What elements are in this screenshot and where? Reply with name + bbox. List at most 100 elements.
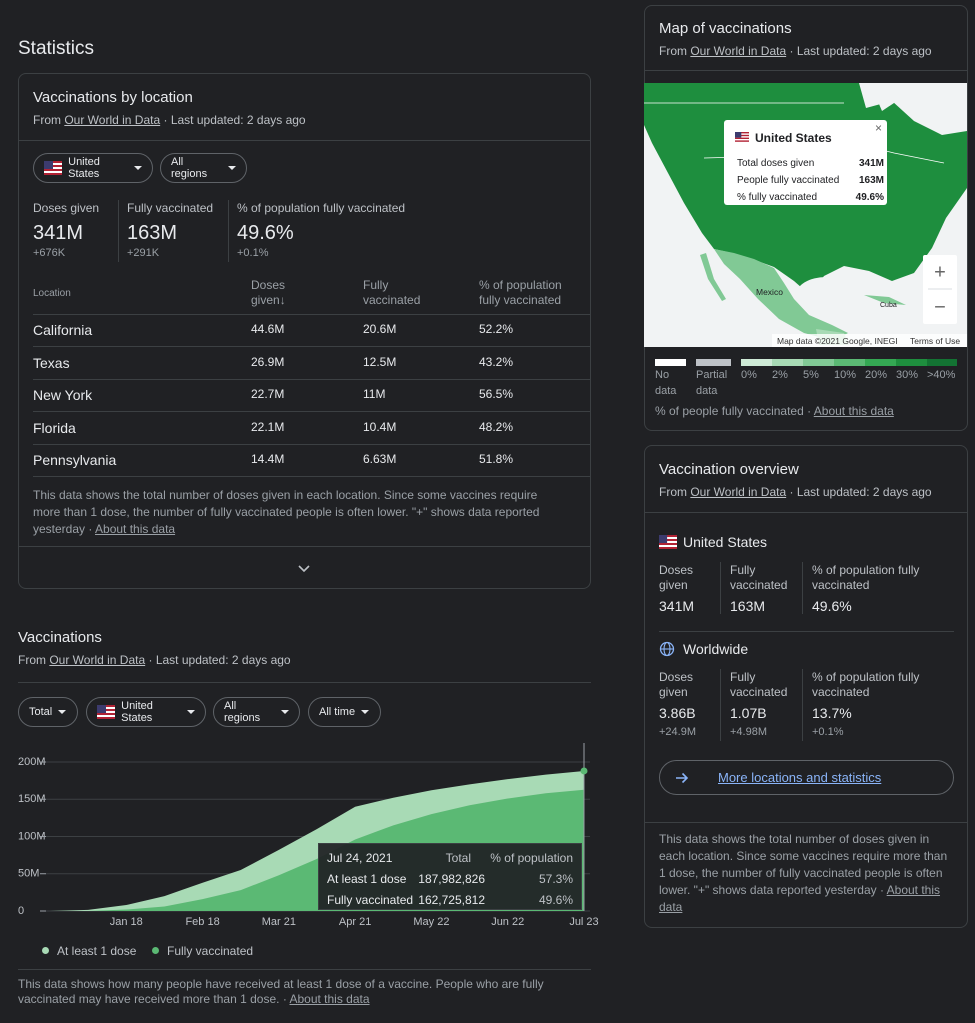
note: This data shows the total number of dose… xyxy=(659,831,949,916)
source-link[interactable]: Our World in Data xyxy=(49,653,146,667)
tooltip-value: 341M xyxy=(858,158,884,169)
cell: 56.5% xyxy=(479,387,514,402)
legend-label: 0% xyxy=(741,369,757,381)
legend-swatch xyxy=(896,359,927,366)
column-header: Fully vaccinated xyxy=(363,278,421,307)
tooltip-date: Jul 24, 2021 xyxy=(327,851,393,865)
tooltip-total: 162,725,812 xyxy=(418,893,485,907)
stat-value: 341M xyxy=(659,598,695,614)
legend-label: 5% xyxy=(803,369,819,381)
zoom-out[interactable]: − xyxy=(934,296,946,318)
divider xyxy=(645,822,967,823)
legend-swatch xyxy=(803,359,834,366)
stat-value: 49.6% xyxy=(812,598,852,614)
attribution: Map data ©2021 Google, INEGI xyxy=(777,336,898,346)
stat-change: +676K xyxy=(33,247,66,259)
updated: · Last updated: 2 days ago xyxy=(163,113,306,127)
place-label: Cuba xyxy=(880,302,897,309)
attribution-bar xyxy=(772,334,967,347)
updated: · Last updated: 2 days ago xyxy=(789,44,932,58)
cell: 22.7M xyxy=(251,387,285,402)
terms-link[interactable]: Terms of Use xyxy=(910,336,960,346)
legend-label: 10% xyxy=(834,369,857,381)
more-link[interactable]: More locations and statistics xyxy=(718,770,882,785)
divider xyxy=(33,314,590,315)
cell: 48.2% xyxy=(479,419,514,434)
cell: 22.1M xyxy=(251,419,285,434)
stat-divider xyxy=(118,200,119,262)
stat-value: 163M xyxy=(730,598,766,614)
legend-dot xyxy=(152,947,159,954)
legend-swatch xyxy=(696,359,731,366)
water xyxy=(870,83,894,111)
card-title: Map of vaccinations xyxy=(659,20,792,37)
source-line: From Our World in Data · Last updated: 2… xyxy=(18,653,291,667)
source-link[interactable]: Our World in Data xyxy=(64,113,161,127)
y-tick-label: 100M xyxy=(18,830,46,842)
page-title: Statistics xyxy=(18,38,95,59)
time-filter[interactable]: All time xyxy=(308,697,381,727)
mexico xyxy=(700,249,848,341)
note: This data shows how many people have rec… xyxy=(18,977,578,1007)
tooltip-col: Total xyxy=(445,851,471,865)
source-link[interactable]: Our World in Data xyxy=(690,44,787,58)
stat-divider xyxy=(802,562,803,614)
location-card xyxy=(18,73,591,589)
cell: 44.6M xyxy=(251,322,285,336)
x-tick-label: Jan 18 xyxy=(110,916,143,928)
note-text: This data shows the total number of dose… xyxy=(659,832,948,897)
legend-label: Partial data xyxy=(696,369,728,397)
about-link[interactable]: About this data xyxy=(659,883,941,914)
legend-label: At least 1 dose xyxy=(57,944,137,958)
about-link[interactable]: About this data xyxy=(95,522,176,536)
row-divider xyxy=(33,378,590,380)
legend-swatch xyxy=(865,359,896,366)
overview-card xyxy=(644,445,968,928)
about-link[interactable]: About this data xyxy=(813,404,894,418)
stat-label: % of population fully vaccinated xyxy=(812,670,920,699)
region-dropdown[interactable]: All regions xyxy=(160,153,247,183)
note-text: This data shows how many people have rec… xyxy=(18,977,544,1006)
cell: 10.4M xyxy=(363,419,397,434)
stat-change: +291K xyxy=(127,247,160,259)
map-tooltip: United States × Total doses given 341M P… xyxy=(724,120,887,205)
cell: 52.2% xyxy=(479,322,514,336)
country-dropdown[interactable]: United States xyxy=(33,153,153,183)
expand-chevron[interactable] xyxy=(297,564,311,574)
country-filter[interactable]: United States xyxy=(86,697,206,727)
tooltip-total: 187,982,826 xyxy=(418,872,485,886)
legend-swatch xyxy=(772,359,803,366)
location-name: New York xyxy=(33,387,93,404)
legend-label: 2% xyxy=(772,369,788,381)
filter-label: All time xyxy=(319,706,356,718)
tooltip-pct: 57.3% xyxy=(538,872,573,886)
zoom-in[interactable]: + xyxy=(934,261,946,283)
stat-change: +0.1% xyxy=(237,247,269,259)
stat-label: Doses given xyxy=(659,563,694,592)
y-tick-label: 0 xyxy=(18,905,24,917)
tooltip-label: Fully vaccinated xyxy=(327,893,414,907)
flag xyxy=(97,705,116,719)
arrow-icon xyxy=(676,772,689,784)
flag xyxy=(735,132,749,142)
caret xyxy=(281,710,289,714)
region-filter[interactable]: All regions xyxy=(213,697,300,727)
filter-label: Total xyxy=(29,706,53,718)
tooltip-close[interactable]: × xyxy=(874,121,882,135)
tooltip-label: At least 1 dose xyxy=(327,872,407,886)
legend-label: No data xyxy=(655,369,677,397)
stat-value: 163M xyxy=(127,222,178,244)
caption-text: % of people fully vaccinated · xyxy=(655,404,812,418)
stat-divider xyxy=(720,562,721,614)
flag xyxy=(44,161,63,175)
metric-filter[interactable]: Total xyxy=(18,697,78,727)
about-link[interactable]: About this data xyxy=(289,992,370,1006)
cell: 6.63M xyxy=(363,452,397,467)
legend-swatch xyxy=(655,359,686,366)
source-line: From Our World in Data · Last updated: 2… xyxy=(659,44,932,58)
source-prefix: From xyxy=(18,653,46,667)
tooltip-label: Total doses given xyxy=(737,158,815,169)
divider xyxy=(645,512,967,513)
source-link[interactable]: Our World in Data xyxy=(690,485,787,499)
more-link-button[interactable]: More locations and statistics xyxy=(659,760,954,795)
